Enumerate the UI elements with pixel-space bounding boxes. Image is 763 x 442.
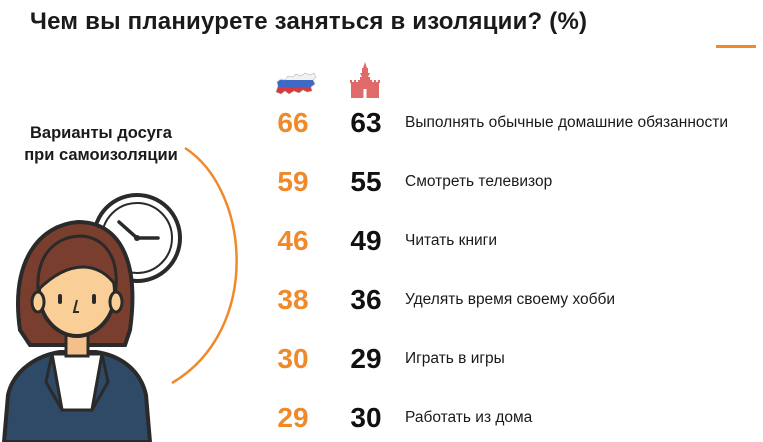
activity-label: Выполнять обычные домашние обязанности xyxy=(405,114,729,131)
russia-percent-value: 46 xyxy=(277,225,309,256)
leisure-options-caption: Варианты досуга при самоизоляции xyxy=(8,122,194,166)
activity-label: Смотреть телевизор xyxy=(405,173,553,190)
russia-percent-value: 66 xyxy=(277,107,309,138)
moscow-percent-value: 36 xyxy=(350,284,382,315)
russia-percent-value: 30 xyxy=(277,343,309,374)
activity-label: Уделять время своему хобби xyxy=(405,291,616,308)
list-item: 29 30 Работать из дома xyxy=(0,398,763,438)
moscow-percent-value: 29 xyxy=(350,343,382,374)
moscow-percent-value: 63 xyxy=(350,107,382,138)
list-item: 38 36 Уделять время своему хобби xyxy=(0,280,763,320)
russia-percent-value: 38 xyxy=(277,284,309,315)
moscow-percent-value: 30 xyxy=(350,402,382,433)
activity-label: Играть в игры xyxy=(405,350,505,367)
activity-label: Читать книги xyxy=(405,232,497,249)
moscow-percent-value: 49 xyxy=(350,225,382,256)
russia-percent-value: 29 xyxy=(277,402,309,433)
russia-map-flag-icon xyxy=(275,72,317,95)
list-item: 46 49 Читать книги xyxy=(0,221,763,261)
list-item: 30 29 Играть в игры xyxy=(0,339,763,379)
moscow-percent-value: 55 xyxy=(350,166,382,197)
page-title: Чем вы планиурете заняться в изоляции? (… xyxy=(30,8,588,35)
list-item: 59 55 Смотреть телевизор xyxy=(0,162,763,202)
accent-divider xyxy=(716,45,756,48)
kremlin-tower-icon xyxy=(350,62,380,98)
caption-line-1: Варианты досуга xyxy=(30,124,172,142)
list-item: 66 63 Выполнять обычные домашние обязаннос… xyxy=(0,103,763,143)
woman-with-clock-illustration xyxy=(1,193,182,442)
russia-percent-value: 59 xyxy=(277,166,309,197)
activity-label: Работать из дома xyxy=(405,409,533,426)
caption-line-2: при самоизоляции xyxy=(24,146,178,164)
